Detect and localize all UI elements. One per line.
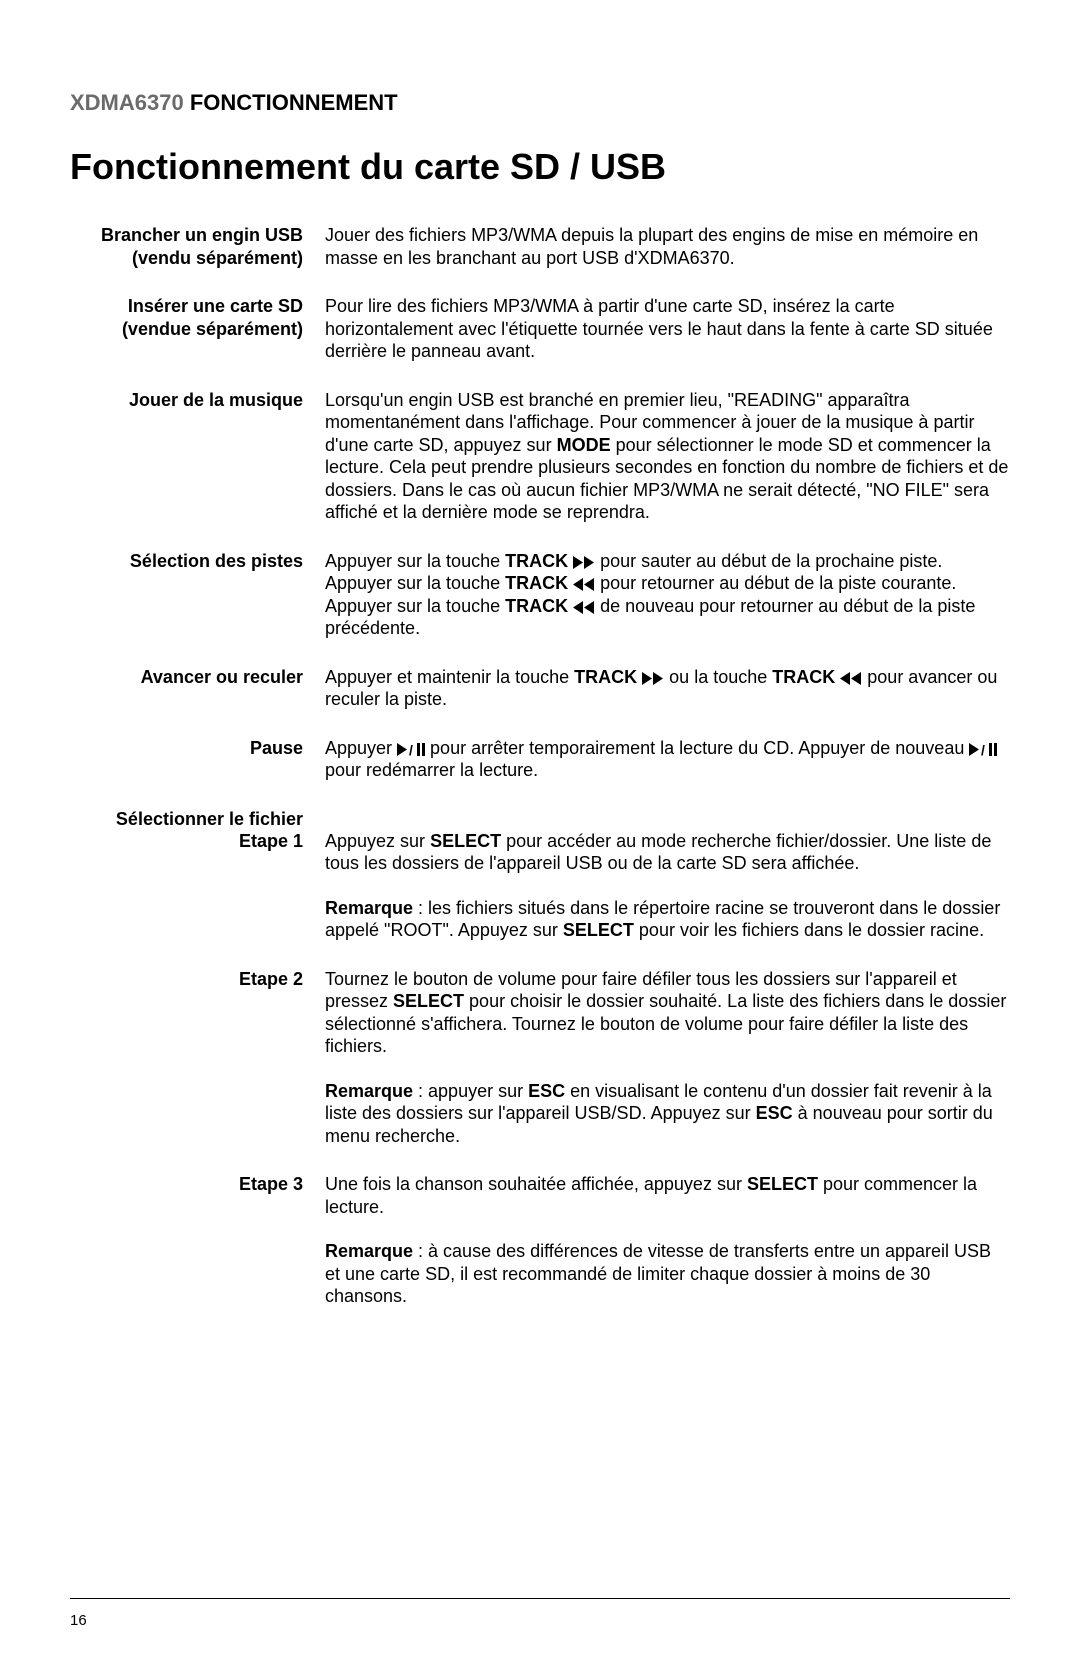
body-step2: Tournez le bouton de volume pour faire d… [325,968,1010,1148]
text: pour arrêter temporairement la lecture d… [425,738,969,758]
row-pause: Pause Appuyer / pour arrêter temporairem… [70,737,1010,782]
body-pause: Appuyer / pour arrêter temporairement la… [325,737,1010,782]
esc-key: ESC [528,1081,565,1101]
label-tracks: Sélection des pistes [70,550,325,640]
label-text: Sélection des pistes [130,551,303,571]
row-step3: Etape 3 Une fois la chanson souhaitée af… [70,1173,1010,1308]
body-text: Une fois la chanson souhaitée affichée, … [325,1173,1010,1218]
body-usb: Jouer des fichiers MP3/WMA depuis la plu… [325,224,1010,269]
section-name: FONCTIONNEMENT [190,90,398,115]
label-step2: Etape 2 [70,968,325,1148]
mode-key: MODE [557,435,611,455]
select-file-heading: Sélectionner le fichier [116,809,303,829]
body-text: Pour lire des fichiers MP3/WMA à partir … [325,295,1010,363]
body-tracks: Appuyer sur la touche TRACK pour sauter … [325,550,1010,640]
label-text: Insérer une carte SD [128,296,303,316]
page-number: 16 [70,1612,87,1629]
remarque-label: Remarque [325,1081,413,1101]
text: Une fois la chanson souhaitée affichée, … [325,1174,747,1194]
row-step2: Etape 2 Tournez le bouton de volume pour… [70,968,1010,1148]
step-label: Etape 3 [239,1174,303,1194]
select-key: SELECT [430,831,501,851]
body-text: Tournez le bouton de volume pour faire d… [325,968,1010,1058]
text: pour redémarrer la lecture. [325,760,538,780]
fast-forward-icon [642,672,664,685]
text: ou la touche [664,667,772,687]
select-key: SELECT [747,1174,818,1194]
remarque-label: Remarque [325,1241,413,1261]
body-text: Appuyer / pour arrêter temporairement la… [325,737,1010,782]
label-play: Jouer de la musique [70,389,325,524]
text: Appuyez sur [325,831,430,851]
label-text: (vendu séparément) [132,248,303,268]
fast-forward-icon [573,556,595,569]
text: Appuyer [325,738,397,758]
note-text: Remarque : à cause des différences de vi… [325,1240,1010,1308]
page-title: Fonctionnement du carte SD / USB [70,146,1010,188]
body-text: Appuyer sur la touche TRACK pour sauter … [325,550,1010,640]
label-text: Avancer ou reculer [141,667,303,687]
track-key: TRACK [505,551,568,571]
rewind-icon [840,672,862,685]
body-step3: Une fois la chanson souhaitée affichée, … [325,1173,1010,1308]
step-label: Etape 2 [239,969,303,989]
body-sd: Pour lire des fichiers MP3/WMA à partir … [325,295,1010,363]
note-text: Remarque : les fichiers situés dans le r… [325,897,1010,942]
rewind-icon [573,601,595,614]
label-text: Pause [250,738,303,758]
track-key: TRACK [505,596,568,616]
body-play: Lorsqu'un engin USB est branché en premi… [325,389,1010,524]
body-text: Appuyez sur SELECT pour accéder au mode … [325,830,1010,875]
text: Appuyer sur la touche [325,551,505,571]
rewind-icon [573,578,595,591]
body-text: Appuyer et maintenir la touche TRACK ou … [325,666,1010,711]
label-step3: Etape 3 [70,1173,325,1308]
body-seek: Appuyer et maintenir la touche TRACK ou … [325,666,1010,711]
row-step1: Sélectionner le fichier Etape 1 Appuyez … [70,808,1010,942]
svg-text:/: / [981,743,985,756]
select-key: SELECT [563,920,634,940]
manual-page: XDMA6370 FONCTIONNEMENT Fonctionnement d… [0,0,1080,1669]
select-key: SELECT [393,991,464,1011]
label-seek: Avancer ou reculer [70,666,325,711]
body-step1: Appuyez sur SELECT pour accéder au mode … [325,808,1010,942]
footer-rule [70,1598,1010,1599]
row-seek: Avancer ou reculer Appuyer et maintenir … [70,666,1010,711]
model-number: XDMA6370 [70,90,184,115]
row-tracks: Sélection des pistes Appuyer sur la touc… [70,550,1010,640]
page-header: XDMA6370 FONCTIONNEMENT [70,90,1010,116]
remarque-label: Remarque [325,898,413,918]
svg-text:/: / [409,743,413,756]
label-step1: Sélectionner le fichier Etape 1 [70,808,325,942]
track-key: TRACK [574,667,637,687]
label-text: (vendue séparément) [122,319,303,339]
row-play: Jouer de la musique Lorsqu'un engin USB … [70,389,1010,524]
text: : à cause des différences de vitesse de … [325,1241,991,1306]
row-usb: Brancher un engin USB (vendu séparément)… [70,224,1010,269]
track-key: TRACK [505,573,568,593]
play-pause-icon: / [969,743,997,756]
label-usb: Brancher un engin USB (vendu séparément) [70,224,325,269]
label-sd: Insérer une carte SD (vendue séparément) [70,295,325,363]
track-key: TRACK [772,667,835,687]
text: pour voir les fichiers dans le dossier r… [634,920,984,940]
step-label: Etape 1 [239,831,303,851]
play-pause-icon: / [397,743,425,756]
text: : appuyer sur [413,1081,528,1101]
esc-key: ESC [756,1103,793,1123]
label-text: Brancher un engin USB [101,225,303,245]
body-text: Lorsqu'un engin USB est branché en premi… [325,389,1010,524]
label-pause: Pause [70,737,325,782]
body-text: Jouer des fichiers MP3/WMA depuis la plu… [325,224,1010,269]
row-sd: Insérer une carte SD (vendue séparément)… [70,295,1010,363]
text: Appuyer et maintenir la touche [325,667,574,687]
note-text: Remarque : appuyer sur ESC en visualisan… [325,1080,1010,1148]
label-text: Jouer de la musique [129,390,303,410]
